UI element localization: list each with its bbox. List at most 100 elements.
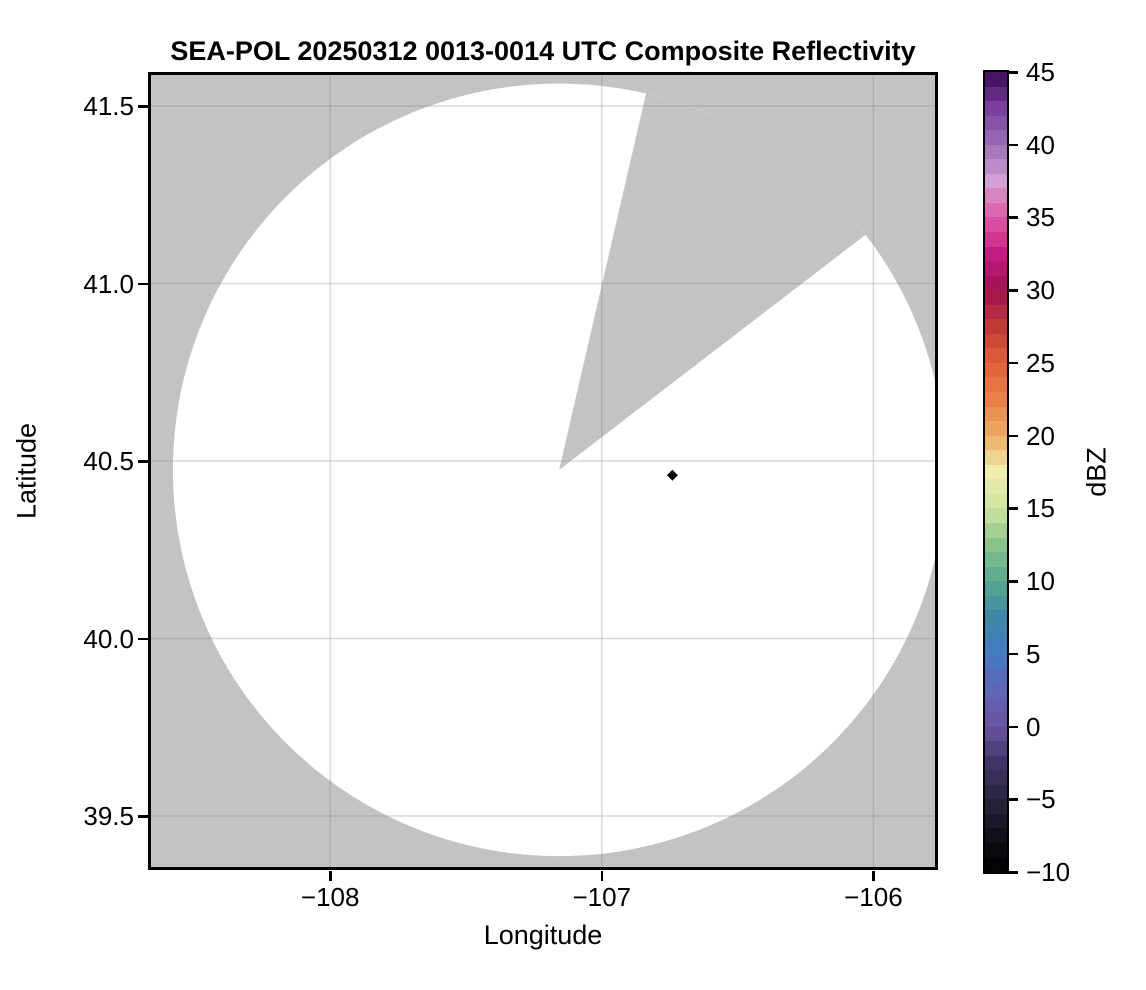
colorbar-band: [985, 508, 1007, 523]
colorbar-band: [985, 697, 1007, 713]
colorbar-band: [985, 464, 1007, 480]
colorbar-tick-label: 5: [1026, 638, 1041, 669]
colorbar-band: [985, 246, 1007, 262]
colorbar-band: [985, 261, 1007, 276]
colorbar-band: [985, 624, 1007, 640]
x-axis-label: Longitude: [483, 920, 603, 950]
colorbar-band: [985, 726, 1007, 742]
colorbar-band: [985, 537, 1007, 553]
colorbar-band: [985, 348, 1007, 363]
colorbar-tick-label: 25: [1026, 347, 1055, 378]
colorbar-tick-label: 45: [1026, 57, 1055, 87]
colorbar-band: [985, 86, 1007, 102]
x-tick-label: −107: [572, 882, 632, 912]
colorbar-band: [985, 159, 1007, 174]
colorbar-band: [985, 857, 1007, 873]
colorbar-band: [985, 784, 1007, 800]
colorbar-tick: [1009, 71, 1018, 74]
colorbar-band: [985, 741, 1007, 756]
colorbar-tick: [1009, 216, 1018, 219]
y-tick-label: 39.5: [83, 801, 134, 831]
colorbar-band: [985, 115, 1007, 131]
colorbar-tick: [1009, 361, 1018, 365]
y-tick: [138, 637, 148, 640]
colorbar-band: [985, 581, 1007, 596]
colorbar-band: [985, 72, 1007, 87]
colorbar-tick: [1009, 289, 1018, 292]
colorbar-tick-label: −5: [1026, 784, 1056, 815]
colorbar-band: [985, 595, 1007, 611]
colorbar-tick: [1009, 143, 1018, 147]
colorbar: [983, 70, 1009, 874]
x-tick-label: −108: [300, 882, 360, 912]
colorbar-band: [985, 173, 1007, 189]
y-tick: [138, 282, 148, 285]
colorbar-band: [985, 522, 1007, 538]
colorbar-band: [985, 406, 1007, 422]
x-tick-label: −106: [844, 882, 903, 912]
colorbar-tick-label: 35: [1026, 202, 1055, 233]
colorbar-tick: [1009, 871, 1018, 874]
echo-point: [666, 469, 678, 481]
colorbar-tick: [1009, 434, 1018, 438]
chart-title: SEA-POL 20250312 0013-0014 UTC Composite…: [170, 36, 916, 66]
colorbar-tick: [1009, 798, 1018, 801]
colorbar-band: [985, 377, 1007, 393]
colorbar-tick-label: 30: [1026, 275, 1055, 306]
colorbar-band: [985, 712, 1007, 727]
colorbar-band: [985, 362, 1007, 378]
colorbar-band: [985, 435, 1007, 451]
colorbar-band: [985, 275, 1007, 291]
y-tick-label: 41.5: [83, 91, 134, 121]
colorbar-band: [985, 392, 1007, 407]
colorbar-tick-label: 20: [1026, 420, 1055, 451]
colorbar-band: [985, 493, 1007, 509]
colorbar-band: [985, 828, 1007, 843]
y-tick: [138, 815, 148, 818]
colorbar-band: [985, 101, 1007, 116]
colorbar-band: [985, 813, 1007, 829]
colorbar-band: [985, 610, 1007, 625]
colorbar-band: [985, 290, 1007, 305]
plot-border: [148, 72, 938, 870]
colorbar-band: [985, 479, 1007, 494]
colorbar-band: [985, 653, 1007, 669]
colorbar-band: [985, 188, 1007, 203]
colorbar-band: [985, 639, 1007, 654]
colorbar-band: [985, 130, 1007, 145]
x-tick: [872, 871, 875, 881]
y-tick-label: 41.0: [83, 268, 134, 299]
x-tick: [600, 871, 604, 881]
colorbar-band: [985, 450, 1007, 465]
colorbar-band: [985, 668, 1007, 683]
colorbar-band: [985, 144, 1007, 160]
plot-area: [148, 72, 938, 870]
colorbar-tick-label: 0: [1026, 711, 1041, 742]
colorbar-tick-label: 15: [1026, 493, 1055, 524]
colorbar-band: [985, 682, 1007, 698]
colorbar-band: [985, 842, 1007, 858]
y-tick: [138, 460, 148, 463]
missing-sector-wedge: [559, 93, 866, 470]
colorbar-tick-label: 10: [1026, 566, 1055, 597]
colorbar-band: [985, 202, 1007, 218]
colorbar-band: [985, 552, 1007, 567]
colorbar-band: [985, 421, 1007, 436]
colorbar-band: [985, 217, 1007, 233]
y-tick: [138, 105, 148, 108]
colorbar-band: [985, 333, 1007, 349]
colorbar-tick: [1009, 652, 1018, 656]
colorbar-tick: [1009, 725, 1018, 729]
colorbar-band: [985, 304, 1007, 320]
colorbar-band: [985, 770, 1007, 785]
x-tick: [329, 871, 332, 881]
colorbar-tick: [1009, 507, 1018, 510]
colorbar-band: [985, 319, 1007, 334]
colorbar-band: [985, 799, 1007, 814]
y-tick-label: 40.0: [83, 623, 134, 654]
colorbar-band: [985, 232, 1007, 247]
colorbar-band: [985, 755, 1007, 771]
colorbar-band: [985, 566, 1007, 582]
colorbar-tick: [1009, 580, 1018, 583]
